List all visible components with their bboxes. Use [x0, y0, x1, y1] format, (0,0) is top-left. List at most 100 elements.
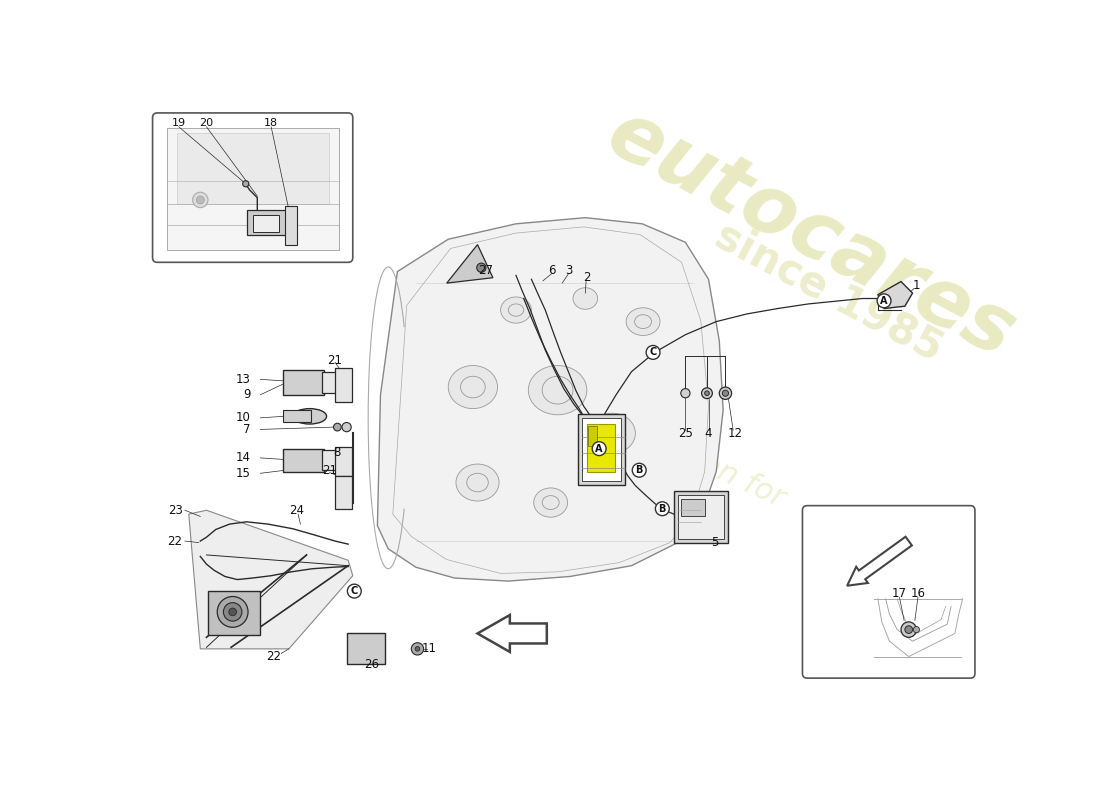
- Text: 21: 21: [322, 464, 338, 477]
- FancyArrow shape: [847, 537, 912, 586]
- FancyBboxPatch shape: [153, 113, 353, 262]
- Circle shape: [646, 346, 660, 359]
- Circle shape: [218, 597, 249, 627]
- Text: since 1985: since 1985: [708, 214, 950, 370]
- Bar: [582, 418, 620, 481]
- Ellipse shape: [590, 414, 636, 454]
- Text: 16: 16: [911, 587, 925, 600]
- Circle shape: [592, 442, 606, 455]
- Circle shape: [342, 422, 351, 432]
- Text: 19: 19: [172, 118, 186, 128]
- Bar: [587, 426, 597, 446]
- Circle shape: [476, 263, 486, 272]
- Ellipse shape: [449, 366, 497, 409]
- Text: B: B: [659, 504, 666, 514]
- Text: 3: 3: [565, 263, 573, 277]
- Polygon shape: [177, 133, 329, 204]
- Text: 26: 26: [364, 658, 380, 670]
- Circle shape: [415, 646, 420, 651]
- Text: 8: 8: [333, 446, 341, 459]
- Bar: [336, 447, 352, 476]
- Ellipse shape: [461, 376, 485, 398]
- Ellipse shape: [635, 314, 651, 329]
- Bar: [253, 214, 279, 231]
- Text: C: C: [351, 586, 358, 596]
- Ellipse shape: [293, 409, 327, 424]
- Text: 2: 2: [583, 271, 591, 284]
- Text: 20: 20: [199, 118, 213, 128]
- Circle shape: [913, 626, 920, 633]
- Ellipse shape: [542, 496, 559, 510]
- Text: 7: 7: [243, 423, 251, 436]
- Bar: [285, 206, 297, 245]
- Text: A: A: [595, 444, 603, 454]
- Circle shape: [705, 391, 710, 395]
- Text: 22: 22: [167, 534, 183, 547]
- Text: 1: 1: [913, 279, 921, 292]
- Bar: [284, 410, 311, 422]
- Circle shape: [877, 294, 891, 308]
- Circle shape: [348, 584, 361, 598]
- Ellipse shape: [455, 464, 499, 501]
- Text: 22: 22: [266, 650, 280, 663]
- Text: B: B: [636, 466, 642, 475]
- Ellipse shape: [508, 304, 524, 316]
- Text: A: A: [880, 296, 888, 306]
- Text: eutocares: eutocares: [593, 94, 1027, 374]
- Circle shape: [632, 463, 646, 477]
- Bar: [284, 370, 323, 394]
- Bar: [246, 210, 286, 234]
- Ellipse shape: [573, 288, 597, 310]
- Bar: [674, 491, 728, 542]
- Bar: [284, 449, 323, 472]
- Bar: [578, 414, 625, 485]
- Circle shape: [901, 622, 916, 638]
- Ellipse shape: [542, 376, 573, 404]
- Circle shape: [333, 423, 341, 431]
- Text: 13: 13: [235, 373, 251, 386]
- Bar: [336, 368, 352, 402]
- Ellipse shape: [528, 366, 587, 414]
- Bar: [678, 495, 724, 538]
- Text: 27: 27: [477, 263, 493, 277]
- Text: 21: 21: [328, 354, 342, 366]
- Circle shape: [223, 602, 242, 621]
- Text: 25: 25: [678, 426, 693, 440]
- Text: 10: 10: [235, 411, 251, 424]
- Text: 5: 5: [711, 536, 718, 549]
- Text: 4: 4: [705, 426, 713, 440]
- Text: 12: 12: [728, 426, 743, 440]
- Bar: [208, 591, 260, 635]
- Circle shape: [681, 389, 690, 398]
- Ellipse shape: [626, 308, 660, 335]
- Circle shape: [597, 446, 605, 454]
- Bar: [587, 424, 615, 472]
- Circle shape: [905, 626, 913, 634]
- Circle shape: [723, 390, 728, 396]
- Text: 11: 11: [421, 642, 437, 655]
- Circle shape: [192, 192, 208, 208]
- Circle shape: [229, 608, 236, 616]
- Bar: [322, 450, 335, 470]
- Bar: [681, 498, 705, 516]
- Circle shape: [197, 196, 205, 204]
- Circle shape: [719, 387, 732, 399]
- Polygon shape: [447, 245, 493, 283]
- Ellipse shape: [466, 474, 488, 492]
- Text: 23: 23: [167, 504, 183, 517]
- Polygon shape: [167, 128, 339, 250]
- FancyBboxPatch shape: [803, 506, 975, 678]
- Text: 14: 14: [235, 451, 251, 464]
- Bar: [322, 372, 335, 394]
- Circle shape: [702, 388, 713, 398]
- Text: 18: 18: [264, 118, 278, 128]
- Circle shape: [411, 642, 424, 655]
- Circle shape: [656, 502, 669, 516]
- Text: 6: 6: [549, 263, 556, 277]
- Text: 9: 9: [243, 388, 251, 402]
- Polygon shape: [189, 510, 353, 649]
- Polygon shape: [377, 218, 723, 581]
- Ellipse shape: [601, 423, 624, 443]
- Text: a passion for: a passion for: [600, 403, 790, 513]
- Circle shape: [243, 181, 249, 187]
